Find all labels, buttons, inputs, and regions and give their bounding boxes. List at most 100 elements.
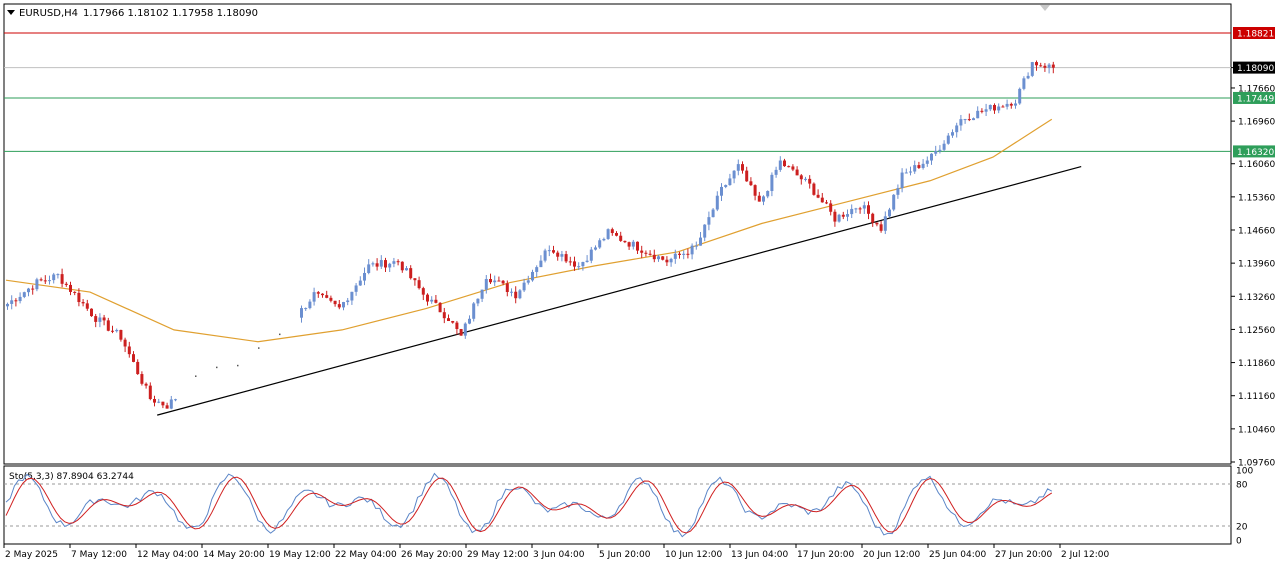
candle: [741, 164, 744, 171]
level-labels: 1.18821 1.18090 1.17449 1.16320: [1233, 27, 1275, 158]
stochastic-label: Sto(5,3,3) 87.8904 63.2744: [9, 472, 134, 482]
candle: [169, 399, 173, 409]
candle: [77, 292, 81, 303]
moving-average-line: [5, 118, 1053, 343]
candle: [321, 293, 324, 296]
candle: [955, 125, 959, 133]
level-price-text: 1.17449: [1237, 94, 1274, 104]
level-price-text: 1.18090: [1237, 64, 1274, 74]
candle: [539, 260, 543, 268]
candle: [967, 119, 971, 121]
candle: [657, 256, 660, 260]
candle: [816, 194, 820, 198]
candle: [6, 303, 9, 307]
time-tick-label: 20 Jun 12:00: [863, 550, 920, 560]
candle: [1018, 88, 1022, 104]
candle: [1001, 106, 1005, 108]
candle: [757, 195, 761, 202]
symbol-label: EURUSD,H4: [19, 8, 78, 19]
candle: [598, 240, 602, 248]
candle: [426, 294, 429, 302]
candle: [825, 202, 828, 204]
time-tick-label: 17 Jun 20:00: [797, 550, 854, 560]
candle: [560, 254, 564, 257]
candle: [871, 213, 875, 223]
candle: [43, 280, 47, 282]
price-tick-label: 1.13260: [1238, 293, 1275, 303]
candle: [510, 291, 513, 293]
candle: [896, 188, 900, 195]
candle: [489, 279, 492, 283]
candle: [749, 181, 753, 186]
time-tick-label: 2 May 2025: [5, 550, 58, 560]
candle: [518, 290, 522, 299]
candle: [174, 399, 177, 401]
dropdown-icon[interactable]: [7, 10, 15, 15]
candle: [363, 272, 366, 281]
candle: [216, 366, 218, 369]
candle: [715, 195, 719, 210]
time-tick-label: 19 May 12:00: [269, 550, 331, 560]
candle: [505, 283, 509, 293]
candle: [711, 209, 715, 218]
candle: [388, 263, 392, 268]
candle: [1026, 75, 1030, 79]
candle: [514, 291, 518, 299]
candle: [127, 346, 131, 355]
time-tick-label: 13 Jun 04:00: [731, 550, 788, 560]
candle: [10, 300, 14, 304]
candle: [342, 302, 345, 308]
candle: [535, 267, 539, 272]
candlesticks: [6, 60, 1055, 410]
candle: [358, 280, 362, 286]
candle: [686, 253, 690, 255]
candle: [279, 333, 281, 336]
time-axis: 2 May 2025 7 May 12:00 12 May 04:00 14 May …: [3, 544, 1110, 560]
candle: [346, 300, 350, 303]
candle: [909, 171, 912, 173]
candle: [39, 279, 43, 281]
level-price-tag: [1233, 61, 1275, 74]
candle: [35, 279, 39, 290]
candle: [867, 205, 870, 214]
candle: [153, 399, 156, 403]
time-tick-label: 22 May 04:00: [335, 550, 397, 560]
price-tick-label: 1.12560: [1238, 326, 1275, 336]
candle: [930, 153, 933, 161]
candle: [690, 245, 694, 255]
candle: [644, 252, 648, 254]
candle: [531, 271, 534, 281]
candle: [888, 209, 891, 217]
candle: [148, 385, 152, 400]
candle: [52, 274, 56, 281]
candle: [951, 132, 954, 136]
candle: [972, 118, 975, 121]
candle: [484, 279, 488, 290]
candle: [707, 217, 711, 225]
candle: [619, 235, 623, 241]
candle: [547, 250, 551, 252]
candle: [237, 364, 239, 367]
candle: [132, 354, 135, 362]
candle: [652, 254, 656, 260]
scroll-marker-icon: [1040, 5, 1050, 11]
trend-line[interactable]: [157, 165, 1082, 416]
candle: [308, 301, 312, 309]
candle: [400, 261, 404, 271]
trend-line-group: [157, 165, 1082, 416]
candle: [136, 361, 140, 375]
candle: [94, 316, 98, 322]
candle: [123, 339, 127, 347]
candle: [627, 242, 631, 247]
level-price-tag: [1233, 145, 1275, 158]
candle: [673, 253, 677, 259]
candle: [111, 330, 114, 332]
candle: [119, 329, 123, 340]
stochastic-frame: [3, 465, 1232, 545]
candle: [615, 233, 618, 236]
candle: [892, 194, 896, 210]
candle: [636, 241, 639, 251]
candle: [774, 169, 778, 175]
candle: [405, 268, 408, 271]
